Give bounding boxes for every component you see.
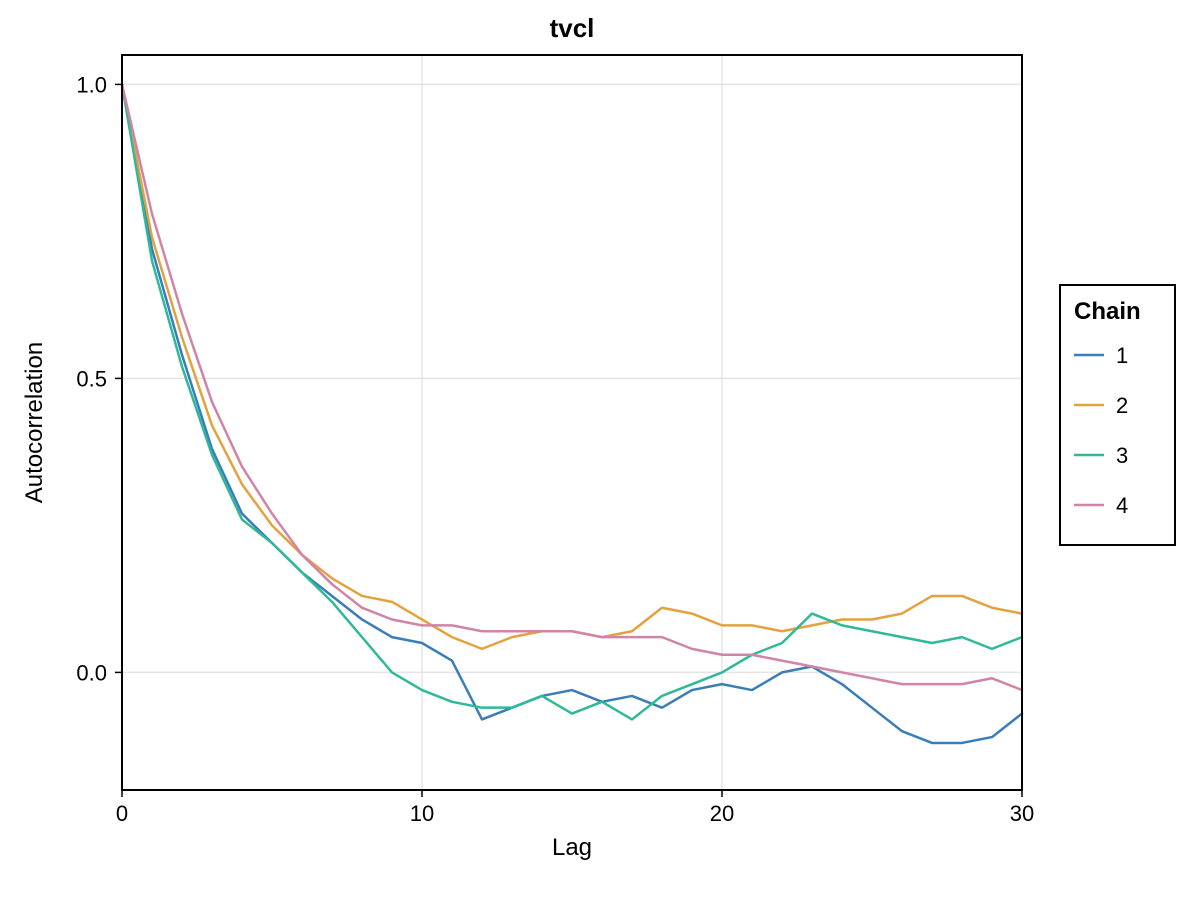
y-tick-label: 0.5 [76, 366, 107, 391]
legend-title: Chain [1074, 298, 1141, 325]
y-axis-label: Autocorrelation [21, 342, 48, 503]
x-tick-label: 10 [410, 801, 434, 826]
legend-label: 3 [1116, 443, 1128, 468]
x-axis-label: Lag [552, 834, 592, 861]
y-tick-label: 0.0 [76, 660, 107, 685]
chart-title: tvcl [550, 13, 595, 43]
autocorrelation-chart: 0 10 20 30 0.0 0.5 1.0 Lag Autocorrelation tvcl Ch… [0, 0, 1200, 900]
x-tick-label: 0 [116, 801, 128, 826]
x-tick-label: 30 [1010, 801, 1034, 826]
legend-label: 1 [1116, 343, 1128, 368]
x-tick-label: 20 [710, 801, 734, 826]
y-tick-label: 1.0 [76, 72, 107, 97]
legend-label: 2 [1116, 393, 1128, 418]
legend-label: 4 [1116, 493, 1128, 518]
chart-container: 0 10 20 30 0.0 0.5 1.0 Lag Autocorrelation tvcl Ch… [0, 0, 1200, 900]
